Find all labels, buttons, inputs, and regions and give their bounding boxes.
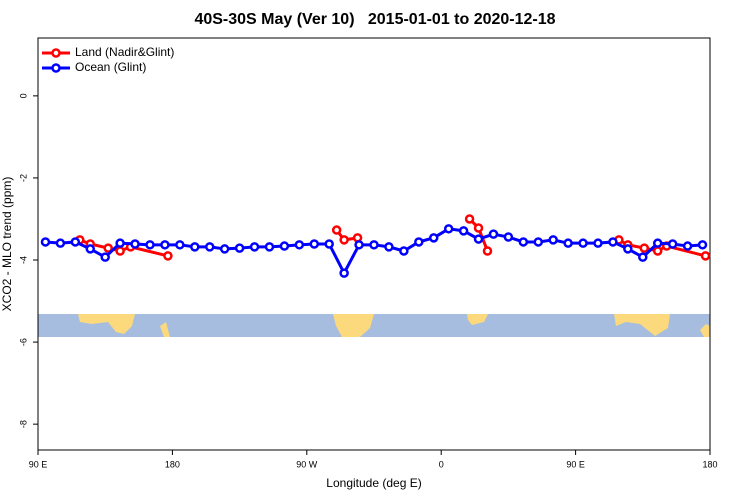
legend-label: Land (Nadir&Glint) — [75, 45, 174, 59]
series-point — [115, 238, 125, 248]
series-point — [145, 240, 155, 250]
series-point — [488, 229, 499, 239]
series-point — [103, 243, 113, 253]
series-point — [160, 240, 170, 250]
series-point — [40, 237, 51, 247]
series-point — [652, 246, 663, 256]
series-point — [219, 244, 230, 254]
series-point — [608, 237, 618, 247]
series-point — [652, 238, 663, 248]
series-point — [70, 237, 81, 247]
y-tick-label: -6 — [18, 338, 28, 346]
series-point — [473, 223, 484, 233]
series-point — [518, 237, 529, 247]
series-point — [578, 238, 588, 248]
legend-marker — [51, 48, 61, 58]
x-tick-label: 0 — [439, 459, 444, 469]
series-point — [249, 242, 260, 252]
series-point — [533, 237, 544, 247]
series-point — [331, 225, 342, 235]
series-point — [458, 226, 469, 236]
series-point — [369, 240, 379, 250]
x-tick-label: 90 E — [566, 459, 585, 469]
series-point — [503, 232, 514, 242]
series-point — [190, 242, 200, 252]
series-point — [682, 241, 693, 251]
series-point — [623, 244, 633, 254]
series-point — [130, 239, 140, 249]
series-point — [175, 240, 185, 250]
series-point — [309, 239, 320, 249]
chart-title: 40S-30S May (Ver 10) 2015-01-01 to 2020-… — [194, 11, 555, 28]
series-point — [234, 243, 245, 253]
y-tick-label: -2 — [18, 174, 28, 182]
series-point — [294, 240, 305, 250]
series-point — [593, 238, 603, 248]
series-point — [399, 246, 409, 256]
series-point — [667, 239, 678, 249]
series-point — [638, 252, 648, 262]
series-point — [548, 235, 558, 245]
map-strip — [38, 314, 710, 337]
x-tick-label: 90 W — [296, 459, 318, 469]
series-point — [700, 251, 711, 261]
series-point — [264, 242, 275, 252]
series-point — [279, 241, 290, 251]
y-tick-label: -8 — [18, 420, 28, 428]
series-point — [339, 235, 349, 245]
series-point — [163, 251, 173, 261]
x-tick-label: 90 E — [29, 459, 48, 469]
legend-marker — [51, 63, 61, 73]
series-point — [414, 237, 424, 247]
series-point — [482, 246, 493, 256]
series-point — [115, 246, 125, 256]
series-point — [473, 234, 484, 244]
series-point — [464, 214, 475, 224]
x-tick-label: 180 — [165, 459, 180, 469]
x-axis-label: Longitude (deg E) — [326, 476, 421, 490]
series-point — [639, 243, 650, 253]
y-tick-label: 0 — [18, 93, 28, 98]
series-point — [55, 238, 66, 248]
series-point — [384, 242, 394, 252]
series-point — [563, 238, 573, 248]
x-tick-label: 180 — [702, 459, 717, 469]
series-point — [324, 239, 334, 249]
series-point — [428, 233, 439, 243]
series-point — [85, 244, 96, 254]
y-tick-label: -4 — [18, 256, 28, 264]
series-point — [697, 240, 708, 250]
plot-frame — [37, 37, 711, 451]
series-point — [204, 242, 215, 252]
series-point — [339, 268, 349, 278]
series-point — [100, 252, 110, 262]
y-axis-label: XCO2 - MLO trend (ppm) — [0, 177, 14, 312]
series-point — [354, 240, 364, 250]
series-point — [443, 224, 454, 234]
legend-label: Ocean (Glint) — [75, 60, 146, 74]
